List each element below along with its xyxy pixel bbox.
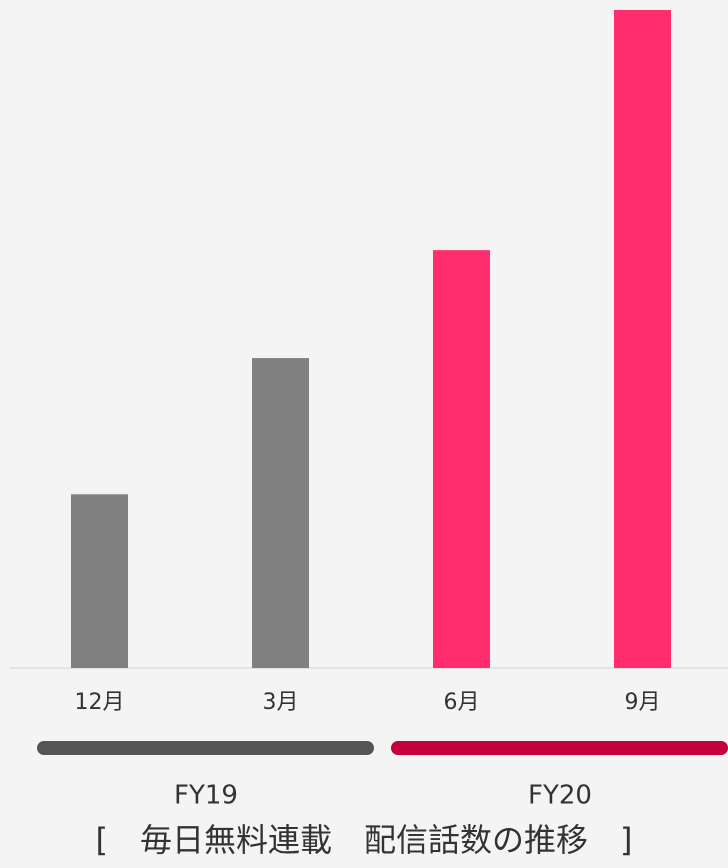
- x-tick-label: 12月: [75, 690, 125, 715]
- bar: [252, 358, 309, 668]
- chart-title: [ 毎日無料連載 配信話数の推移 ]: [96, 821, 633, 859]
- x-tick-label: 6月: [444, 690, 480, 715]
- bar: [433, 250, 490, 669]
- x-tick-label: 3月: [263, 690, 299, 715]
- bar: [71, 494, 128, 668]
- bar: [614, 10, 671, 668]
- group-label: FY19: [174, 781, 238, 811]
- group-label: FY20: [528, 781, 592, 811]
- x-tick-label: 9月: [625, 690, 661, 715]
